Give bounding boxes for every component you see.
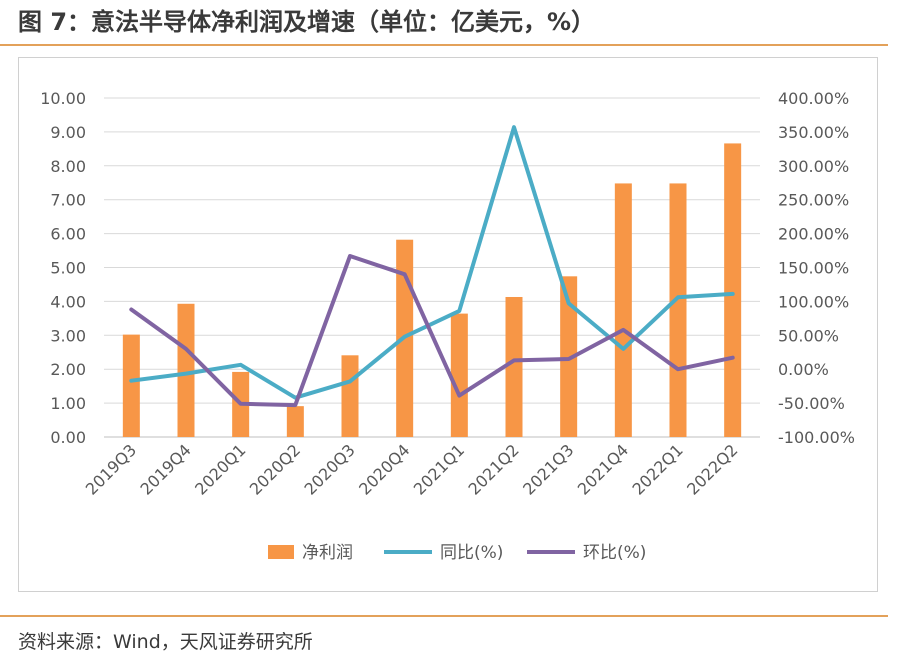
bar-net-profit (505, 296, 523, 437)
y-right-tick-label: 0.00% (778, 360, 829, 379)
y-left-tick-label: 7.00 (50, 191, 86, 210)
title-divider (0, 44, 888, 46)
y-left-tick-label: 6.00 (50, 225, 86, 244)
x-tick-label: 2021Q1 (410, 440, 468, 498)
y-left-tick-label: 4.00 (50, 292, 86, 311)
bar-net-profit (614, 183, 632, 437)
y-right-tick-label: 50.00% (778, 326, 839, 345)
y-left-tick-label: 8.00 (50, 157, 86, 176)
x-tick-label: 2020Q4 (355, 440, 413, 498)
series-line-yoy (129, 125, 735, 400)
source-divider (0, 615, 888, 617)
bar-net-profit (560, 276, 578, 437)
bar-net-profit (122, 334, 140, 437)
y-right-tick-label: 350.00% (778, 123, 849, 142)
y-left-tick-label: 3.00 (50, 326, 86, 345)
y-left-tick-label: 5.00 (50, 259, 86, 278)
y-right-tick-label: -100.00% (778, 428, 855, 447)
x-tick-label: 2020Q3 (300, 440, 358, 498)
y-right-tick-label: 300.00% (778, 157, 849, 176)
y-right-tick-label: 400.00% (778, 89, 849, 108)
x-tick-label: 2021Q2 (464, 440, 522, 498)
legend-swatch-net-profit (268, 545, 294, 559)
bar-net-profit (286, 406, 304, 437)
y-right-tick-label: 150.00% (778, 259, 849, 278)
x-tick-label: 2021Q3 (519, 440, 577, 498)
y-left-tick-label: 0.00 (50, 428, 86, 447)
bar-net-profit (450, 313, 468, 437)
y-right-tick-label: -50.00% (778, 394, 845, 413)
y-right-tick-label: 200.00% (778, 225, 849, 244)
source-note: 资料来源：Wind，天风证券研究所 (18, 631, 313, 653)
bar-net-profit (341, 355, 359, 437)
bar-net-profit (177, 303, 195, 437)
series-line-qoq (129, 254, 735, 408)
figure-title: 图 7：意法半导体净利润及增速（单位：亿美元，%） (18, 8, 596, 36)
legend-label-qoq: 环比(%) (583, 543, 646, 563)
bar-net-profit (724, 143, 742, 437)
y-left-tick-label: 2.00 (50, 360, 86, 379)
x-tick-label: 2019Q4 (136, 440, 194, 498)
y-left-tick-label: 1.00 (50, 394, 86, 413)
legend-label-yoy: 同比(%) (440, 543, 503, 563)
y-left-tick-label: 10.00 (40, 89, 86, 108)
y-right-tick-label: 250.00% (778, 191, 849, 210)
chart-frame (18, 57, 878, 592)
y-left-tick-label: 9.00 (50, 123, 86, 142)
x-tick-label: 2021Q4 (574, 440, 632, 498)
x-tick-label: 2019Q3 (82, 440, 140, 498)
x-tick-label: 2020Q1 (191, 440, 249, 498)
bar-net-profit (669, 183, 687, 437)
y-right-tick-label: 100.00% (778, 292, 849, 311)
x-tick-label: 2022Q1 (628, 440, 686, 498)
chart: 0.00 1.00 2.00 3.00 4.00 5.00 6.00 7.00 8.00 9.00… (40, 89, 855, 563)
x-tick-label: 2022Q2 (683, 440, 741, 498)
legend-label-net-profit: 净利润 (302, 543, 353, 563)
x-tick-label: 2020Q2 (246, 440, 304, 498)
